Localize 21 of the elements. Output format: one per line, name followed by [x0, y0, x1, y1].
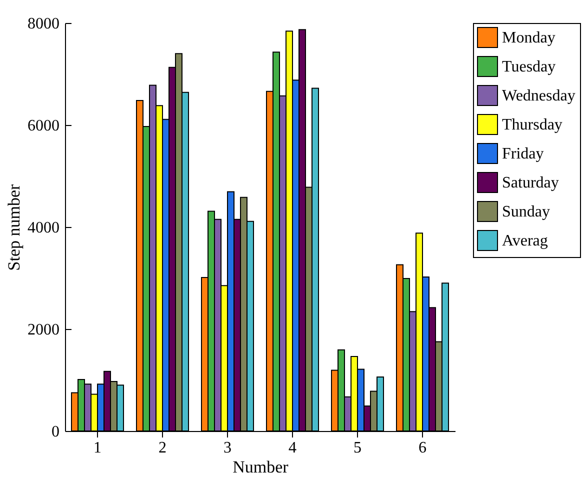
legend-label: Sunday	[502, 204, 550, 220]
legend-label: Averag	[502, 232, 548, 250]
y-tick-label: 0	[52, 424, 60, 440]
x-tick-label: 3	[224, 440, 232, 456]
x-tick-label: 4	[288, 440, 296, 456]
legend-label: Tuesday	[502, 58, 556, 76]
y-tick-label: 6000	[28, 118, 60, 134]
x-tick-label: 1	[94, 440, 102, 456]
legend-label: Thursday	[502, 116, 562, 134]
y-axis-title: Step number	[4, 184, 24, 271]
x-tick-label: 6	[418, 440, 426, 456]
x-tick-label: 5	[354, 440, 362, 456]
y-tick-label: 8000	[28, 16, 60, 32]
legend-label: Monday	[502, 30, 556, 46]
x-tick-label: 2	[158, 440, 166, 456]
legend-label: Wednesday	[502, 88, 576, 104]
x-axis-title: Number	[232, 458, 289, 476]
y-tick-label: 2000	[28, 322, 60, 338]
legend-label: Friday	[502, 146, 544, 162]
legend-label: Saturday	[502, 174, 559, 192]
y-tick-label: 4000	[28, 220, 60, 236]
